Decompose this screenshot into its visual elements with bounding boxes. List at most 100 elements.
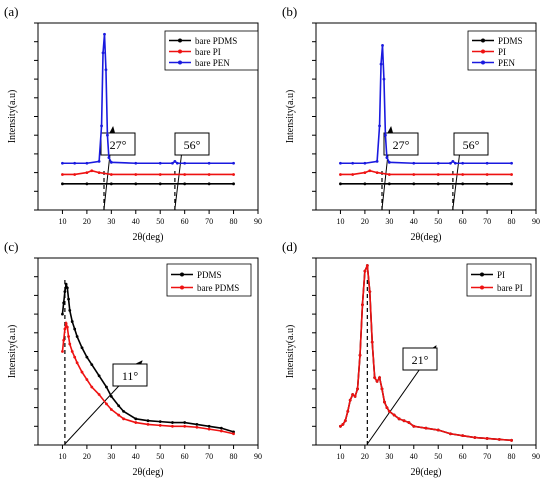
series-line [61, 283, 234, 433]
y-axis-label: Intensity(a.u) [7, 325, 18, 379]
panel-label: (d) [282, 239, 297, 254]
data-point [97, 171, 101, 175]
data-point [158, 161, 162, 165]
data-point [380, 387, 384, 391]
data-point [461, 173, 465, 176]
data-point [497, 437, 501, 441]
data-point [175, 161, 179, 165]
data-point [387, 409, 391, 413]
x-tick-label: 10 [336, 452, 344, 461]
legend-marker [178, 60, 182, 65]
data-point [232, 161, 235, 165]
data-point [219, 429, 223, 433]
data-point [207, 427, 211, 431]
y-axis-label: Intensity(a.u) [285, 325, 296, 379]
data-point [97, 159, 101, 163]
data-point [134, 421, 138, 424]
data-point [146, 423, 150, 426]
data-point [461, 434, 465, 438]
data-point [122, 409, 125, 413]
annotation-label: 27° [110, 138, 127, 152]
data-point [485, 161, 489, 165]
data-point [375, 171, 379, 175]
data-point [436, 428, 440, 432]
data-point [171, 161, 174, 165]
data-point [73, 173, 77, 176]
data-point [117, 413, 121, 417]
data-point [339, 161, 342, 165]
data-point [356, 387, 359, 391]
data-point [64, 322, 68, 325]
data-point [436, 173, 440, 176]
data-point [373, 376, 377, 380]
data-point [122, 417, 125, 421]
data-point [378, 124, 381, 128]
legend-marker [180, 285, 184, 290]
x-tick-label: 50 [156, 217, 164, 226]
data-point [510, 173, 513, 176]
data-point [85, 378, 89, 381]
data-point [195, 425, 199, 429]
data-point [103, 32, 106, 36]
data-point [407, 421, 411, 424]
legend-marker [178, 49, 182, 54]
data-point [134, 161, 138, 165]
data-point [412, 424, 416, 428]
x-tick-label: 30 [107, 217, 115, 226]
data-point [75, 335, 79, 338]
data-point [90, 169, 94, 173]
data-point [68, 308, 72, 312]
data-point [62, 338, 66, 342]
data-point [109, 408, 113, 411]
x-tick-label: 20 [361, 452, 369, 461]
data-point [510, 182, 513, 186]
y-axis-label: Intensity(a.u) [285, 90, 296, 144]
legend-marker [481, 38, 485, 43]
legend-box [166, 263, 252, 297]
data-point [158, 173, 162, 176]
x-tick-label: 60 [459, 217, 467, 226]
data-point [207, 161, 211, 165]
data-point [158, 182, 162, 186]
data-point [473, 436, 477, 439]
data-point [63, 327, 67, 331]
data-point [105, 385, 108, 389]
x-tick-label: 50 [156, 452, 164, 461]
data-point [232, 432, 235, 436]
data-point [61, 350, 64, 353]
data-point [134, 173, 138, 176]
data-point [424, 426, 428, 430]
data-point [171, 424, 174, 428]
data-point [134, 182, 138, 186]
legend-marker [180, 272, 184, 277]
data-point [363, 171, 367, 175]
data-point [412, 161, 416, 165]
data-point [207, 182, 211, 186]
legend-marker [481, 49, 485, 54]
data-point [358, 353, 362, 357]
data-point [436, 161, 440, 165]
x-axis-label: 2θ(deg) [411, 232, 442, 243]
data-point [75, 361, 79, 365]
panel-label: (a) [4, 4, 18, 19]
x-tick-label: 90 [254, 452, 262, 461]
data-point [85, 171, 89, 175]
legend-box [466, 263, 532, 297]
data-point [385, 406, 389, 409]
data-point [61, 161, 64, 165]
legend-marker [480, 272, 484, 277]
y-axis-label: Intensity(a.u) [7, 90, 18, 144]
data-point [397, 417, 401, 421]
data-point [97, 393, 101, 396]
x-tick-label: 50 [434, 217, 442, 226]
x-tick-label: 90 [532, 217, 540, 226]
data-point [485, 173, 489, 176]
data-point [97, 374, 101, 378]
x-tick-label: 30 [385, 452, 393, 461]
data-point [107, 156, 111, 160]
legend-label: bare PDMS [197, 283, 239, 293]
data-point [65, 286, 69, 290]
x-tick-label: 60 [181, 217, 189, 226]
data-point [109, 173, 113, 176]
